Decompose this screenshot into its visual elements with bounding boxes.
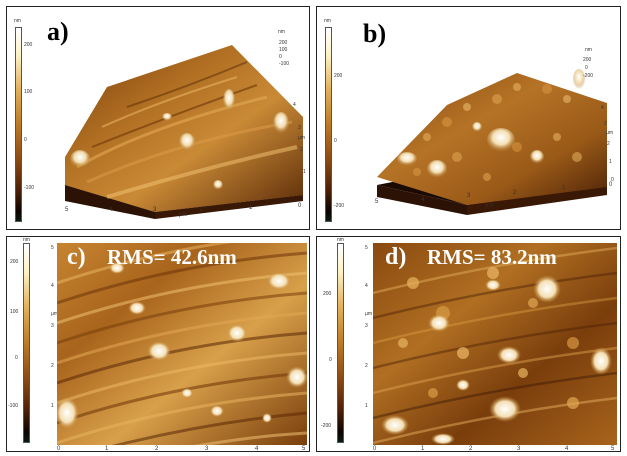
x-tick-d: 4 bbox=[565, 446, 569, 452]
x-tick-c: 0 bbox=[57, 446, 61, 452]
colorbar-c-tick: -100 bbox=[8, 403, 19, 409]
z-scale-a-tick: 200 bbox=[279, 40, 288, 46]
y-tick-a: 1 bbox=[303, 169, 306, 175]
x-tick-b: 5 bbox=[375, 199, 379, 205]
y-tick-b: 4 bbox=[601, 105, 604, 111]
x-tick-d: 5 bbox=[611, 446, 615, 452]
afm-3d-surface-a bbox=[65, 45, 303, 219]
colorbar-d-unit: nm bbox=[337, 237, 344, 243]
y-tick-b: 3 bbox=[604, 121, 607, 127]
z-scale-a-tick: 0 bbox=[279, 54, 282, 60]
z-scale-b-unit: nm bbox=[585, 47, 592, 53]
x-tick-a: 0 bbox=[298, 203, 302, 209]
colorbar-a bbox=[15, 27, 22, 222]
x-tick-d: 1 bbox=[421, 446, 425, 452]
y-tick-d: 5 bbox=[365, 245, 368, 251]
colorbar-b-tick: -200 bbox=[334, 203, 345, 209]
y-tick-b: 0 bbox=[611, 177, 614, 183]
x-tick-c: 3 bbox=[205, 446, 209, 452]
colorbar-b-tick: 200 bbox=[334, 73, 343, 79]
x-tick-a: 4 bbox=[109, 207, 113, 213]
panel-label-c: c) bbox=[67, 244, 86, 270]
panel-label-d: d) bbox=[385, 244, 407, 270]
x-tick-a: 2 bbox=[200, 207, 204, 213]
rms-value-c: RMS= 42.6nm bbox=[107, 245, 237, 269]
panel-b: nm 200 0 -200 b) bbox=[316, 6, 621, 230]
colorbar-c-tick: 100 bbox=[10, 309, 19, 315]
colorbar-a-tick: 0 bbox=[24, 137, 27, 143]
colorbar-c-tick: 0 bbox=[15, 355, 18, 361]
y-tick-c: 1 bbox=[51, 403, 54, 409]
y-tick-a: 4 bbox=[293, 102, 296, 108]
x-tick-d: 2 bbox=[469, 446, 473, 452]
x-axis-b-unit: µm bbox=[485, 203, 494, 209]
x-tick-c: 5 bbox=[302, 446, 306, 452]
y-tick-d: 2 bbox=[365, 363, 368, 369]
afm-3d-surface-b bbox=[377, 69, 607, 215]
colorbar-d-tick: 0 bbox=[329, 357, 332, 363]
x-tick-d: 0 bbox=[373, 446, 377, 452]
x-tick-c: 4 bbox=[255, 446, 259, 452]
panel-label-b: b) bbox=[363, 19, 387, 48]
colorbar-a-tick: 200 bbox=[24, 42, 33, 48]
panel-c: nm 200 100 0 -100 5 4 µm 3 2 1 bbox=[6, 236, 310, 452]
panel-label-a: a) bbox=[47, 17, 69, 46]
y-tick-c: 3 bbox=[51, 323, 54, 329]
x-tick-d: 3 bbox=[517, 446, 521, 452]
afm-2d-image-c bbox=[57, 243, 307, 445]
y-axis-a-unit: µm bbox=[298, 135, 306, 141]
x-tick-b: 2 bbox=[513, 190, 517, 196]
z-scale-b-tick: 0 bbox=[585, 65, 588, 71]
panel-d: nm 200 0 -200 5 4 µm 3 2 1 bbox=[316, 236, 621, 452]
y-tick-b: 1 bbox=[609, 159, 612, 165]
colorbar-c-tick: 200 bbox=[10, 259, 19, 265]
colorbar-b bbox=[325, 27, 332, 222]
x-tick-a: 1 bbox=[249, 205, 253, 211]
z-scale-a-tick: -100 bbox=[279, 61, 290, 67]
y-tick-c: 4 bbox=[51, 283, 54, 289]
y-tick-a: 2 bbox=[300, 147, 303, 153]
y-tick-d: 3 bbox=[365, 323, 368, 329]
z-scale-a-unit: nm bbox=[278, 29, 285, 35]
x-tick-a: 5 bbox=[65, 207, 69, 213]
colorbar-a-tick: 100 bbox=[24, 89, 33, 95]
y-axis-d-unit: µm bbox=[365, 311, 373, 317]
colorbar-d bbox=[337, 243, 344, 443]
x-axis-a-unit: µm bbox=[179, 212, 188, 218]
x-tick-b: 4 bbox=[421, 197, 425, 203]
z-scale-b-tick: 200 bbox=[583, 57, 592, 63]
afm-2d-image-d bbox=[373, 243, 617, 445]
y-axis-b-unit: µm bbox=[606, 130, 614, 136]
colorbar-d-tick: 200 bbox=[323, 291, 332, 297]
colorbar-b-unit: nm bbox=[324, 18, 331, 24]
x-tick-a: 3 bbox=[153, 207, 157, 213]
x-tick-b: 1 bbox=[562, 185, 566, 191]
x-tick-c: 1 bbox=[105, 446, 109, 452]
colorbar-b-tick: 0 bbox=[334, 138, 337, 144]
x-tick-b: 0 bbox=[609, 182, 613, 188]
colorbar-a-tick: -100 bbox=[24, 185, 35, 191]
x-tick-b: 3 bbox=[467, 193, 471, 199]
z-scale-b-tick: -200 bbox=[583, 73, 594, 79]
colorbar-a-unit: nm bbox=[14, 18, 21, 24]
colorbar-c bbox=[23, 243, 30, 443]
colorbar-d-tick: -200 bbox=[321, 423, 332, 429]
z-scale-a-tick: 100 bbox=[279, 47, 288, 53]
rms-value-d: RMS= 83.2nm bbox=[427, 245, 557, 269]
y-tick-c: 5 bbox=[51, 245, 54, 251]
y-tick-d: 1 bbox=[365, 403, 368, 409]
panel-a: nm 200 100 0 -100 a) bbox=[6, 6, 310, 230]
y-tick-b: 2 bbox=[607, 141, 610, 147]
y-axis-c-unit: µm bbox=[51, 311, 59, 317]
y-tick-a: 3 bbox=[298, 125, 301, 131]
y-tick-d: 4 bbox=[365, 283, 368, 289]
x-tick-c: 2 bbox=[155, 446, 159, 452]
colorbar-c-unit: nm bbox=[23, 237, 30, 243]
y-tick-c: 2 bbox=[51, 363, 54, 369]
